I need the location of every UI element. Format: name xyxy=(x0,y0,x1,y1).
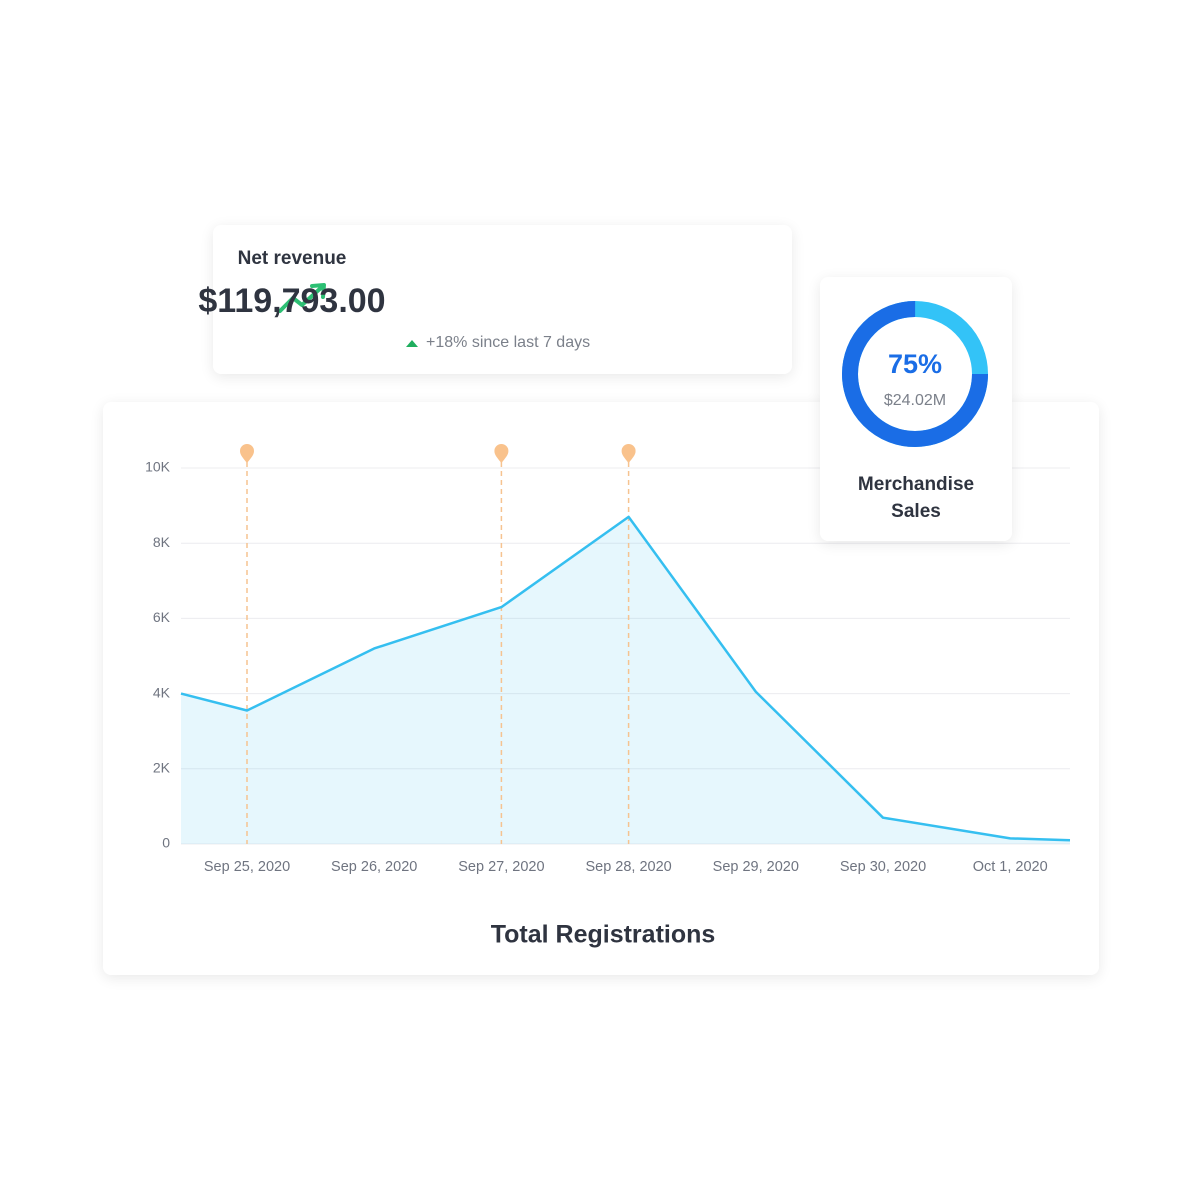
chart-title: Total Registrations xyxy=(491,921,716,949)
x-tick-label: Oct 1, 2020 xyxy=(973,859,1048,875)
x-tick-label: Sep 26, 2020 xyxy=(331,859,417,875)
x-tick-label: Sep 27, 2020 xyxy=(458,859,544,875)
revenue-card xyxy=(213,225,792,374)
donut-card: 75% $24.02M Merchandise Sales xyxy=(820,277,1012,541)
x-tick-label: Sep 30, 2020 xyxy=(840,859,926,875)
x-tick-label: Sep 29, 2020 xyxy=(713,859,799,875)
donut-chart: 75% $24.02M xyxy=(842,301,988,447)
up-triangle xyxy=(406,340,418,347)
trend-icon xyxy=(278,283,326,313)
event-marker-pin xyxy=(494,444,509,463)
y-tick-label: 4K xyxy=(153,684,171,700)
line xyxy=(180,515,1071,842)
y-tick-label: 10K xyxy=(145,459,171,475)
donut-title: Merchandise Sales xyxy=(857,474,975,522)
event-marker-pin xyxy=(240,444,254,463)
revenue-value: $119,793.00 xyxy=(198,282,386,320)
donut-value-label: 75% xyxy=(888,349,942,379)
donut-arc xyxy=(842,301,988,447)
revenue-change: +18% since last 7 days xyxy=(426,334,591,351)
x-tick-label: Sep 28, 2020 xyxy=(585,859,671,875)
x-tick-label: Sep 25, 2020 xyxy=(204,859,290,875)
y-tick-label: 2K xyxy=(153,760,171,776)
y-tick-label: 8K xyxy=(153,534,171,550)
revenue-title: Net revenue xyxy=(237,248,347,269)
y-tick-label: 0 xyxy=(162,835,170,851)
donut-subtitle: $24.02M xyxy=(884,392,946,409)
event-marker-pin xyxy=(621,444,636,463)
area xyxy=(181,516,1070,844)
y-tick-label: 6K xyxy=(153,609,171,625)
